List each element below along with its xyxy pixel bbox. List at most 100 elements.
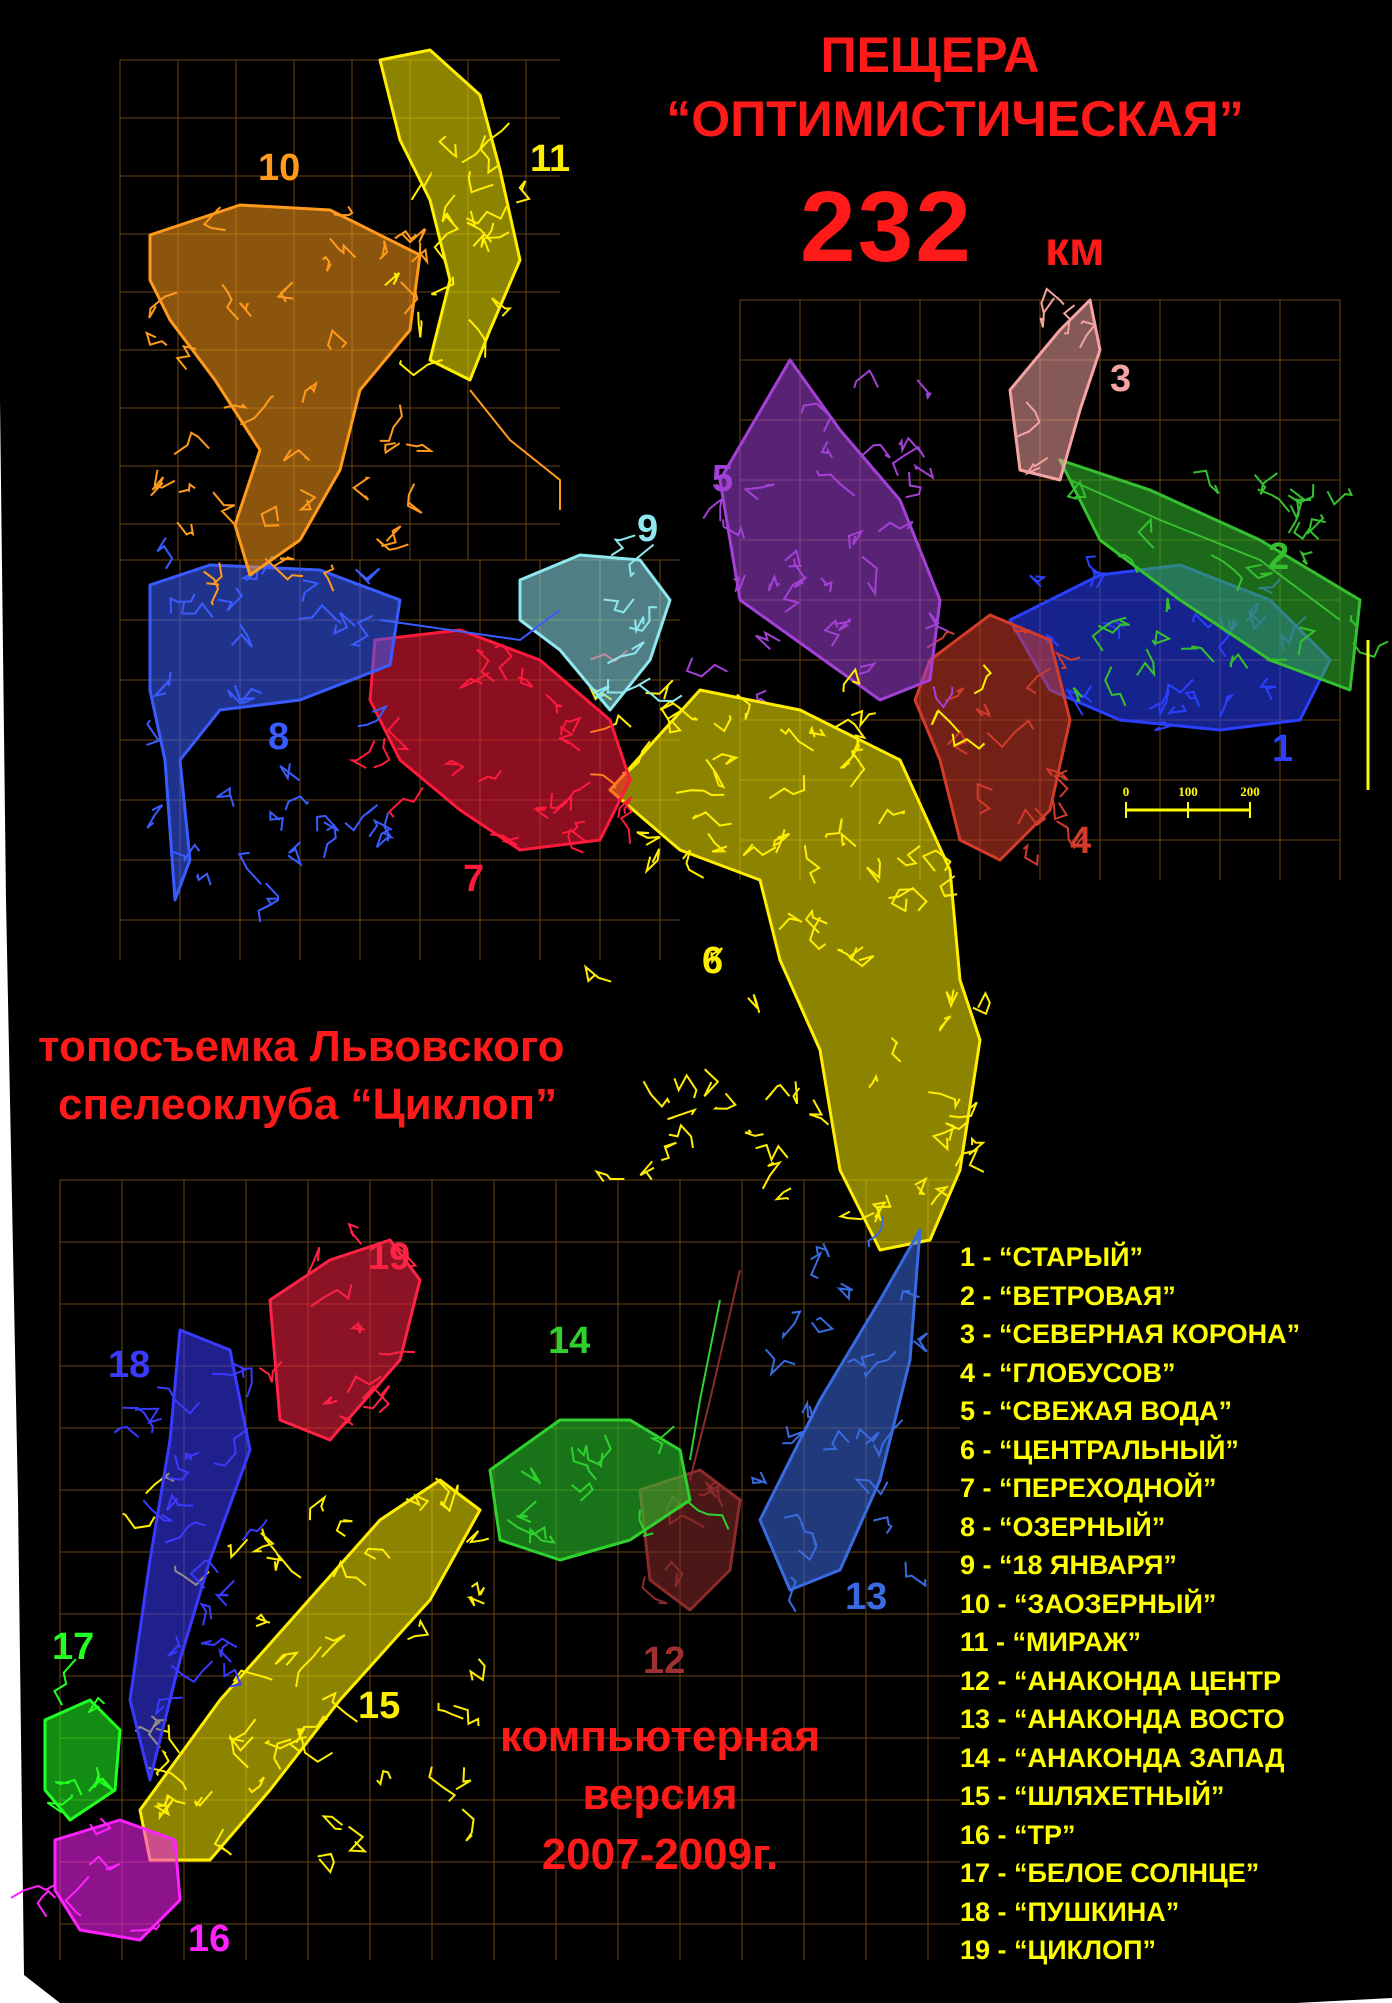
cave-region-15 [122,1472,490,1874]
region-label-7: 7 [463,858,485,900]
map-title-line-2: “ОПТИМИСТИЧЕСКАЯ” [666,91,1244,147]
cave-passage-lines [685,369,954,709]
cave-length-value: 232 [800,171,973,283]
cave-region-3 [1008,287,1102,482]
region-label-16: 16 [188,1918,231,1960]
passage-2 [1069,479,1341,621]
legend-item: 7 - “ПЕРЕХОДНОЙ” [960,1473,1217,1503]
legend-item: 1 - “СТАРЫЙ” [960,1242,1143,1272]
cave-passage-lines [348,643,633,854]
region-legend: 1 - “СТАРЫЙ” 2 - “ВЕТРОВАЯ” 3 - “СЕВЕРНАЯ … [960,1238,1392,1970]
survey-credit-line-1: топосъемка Львовского [38,1022,565,1071]
legend-item: 14 - “АНАКОНДА ЗАПАД [960,1742,1285,1773]
passage-12 [689,1269,741,1481]
cave-passages [10,48,1389,1942]
cave-region-17 [43,1658,122,1822]
legend-item: 19 - “ЦИКЛОП” [960,1935,1156,1965]
legend-item: 4 - “ГЛОБУСОВ” [960,1357,1176,1388]
cave-passage-lines [1066,469,1389,707]
version-line-2: версия [582,1770,738,1819]
region-label-12: 12 [643,1640,686,1682]
cave-region-10 [145,203,435,606]
cave-region-body [488,1418,692,1562]
cave-region-19 [258,1222,422,1442]
region-label-1: 1 [1272,728,1294,770]
cave-passage-lines [1028,555,1307,732]
cave-region-16 [10,1817,182,1942]
cave-region-body [368,628,632,852]
cave-region-11 [378,48,531,382]
cave-region-body [128,1328,252,1782]
cave-region-body [138,1478,482,1862]
scale-bar: 0 100 200 [1123,640,1370,818]
cave-passage-lines [1016,287,1097,476]
region-label-18: 18 [108,1344,151,1386]
cave-region-2 [1058,458,1389,707]
cave-region-body [718,358,942,702]
region-label-15: 15 [358,1685,401,1727]
region-label-10: 10 [258,147,301,189]
legend-item: 11 - “МИРАЖ” [960,1627,1141,1657]
region-label-4: 4 [1070,820,1092,862]
cave-passage-lines [122,1472,490,1874]
legend-item: 3 - “СЕВЕРНАЯ КОРОНА” [960,1319,1301,1349]
legend-item: 10 - “ЗАОЗЕРНЫЙ” [960,1588,1217,1619]
legend-item: 2 - “ВЕТРОВАЯ” [960,1280,1176,1311]
passage-14 [689,1299,721,1461]
cave-region-body [148,203,422,577]
cave-region-14 [488,1418,730,1562]
legend-item: 17 - “БЕЛОЕ СОЛНЦЕ” [960,1858,1260,1888]
cave-region-4 [913,613,1087,867]
cave-region-18 [113,1328,268,1782]
cave-passage-lines [506,1425,730,1544]
cave-passage-lines [113,1362,268,1717]
cave-region-body [378,48,522,382]
region-label-3: 3 [1110,358,1132,400]
cave-passage-lines [146,537,395,923]
cave-region-body [608,688,982,1252]
region-label-13: 13 [845,1576,888,1618]
region-label-5: 5 [712,458,734,500]
scale-bar-tick-label: 0 [1123,784,1130,799]
cave-region-body [53,1818,182,1942]
cave-passage-lines [751,1215,928,1613]
region-label-14: 14 [548,1320,591,1362]
region-label-9: 9 [637,508,659,550]
cave-passage-lines [10,1817,161,1932]
legend-item: 9 - “18 ЯНВАРЯ” [960,1550,1177,1580]
cave-region-body [1058,458,1362,692]
legend-item: 6 - “ЦЕНТРАЛЬНЫЙ” [960,1434,1239,1465]
legend-item: 13 - “АНАКОНДА ВОСТО [960,1704,1285,1734]
cave-region-body [758,1228,922,1592]
legend-item: 18 - “ПУШКИНА” [960,1896,1180,1927]
cave-region-6 [584,664,993,1252]
cave-passage-lines [46,1658,114,1814]
region-label-6: 6 [702,940,724,982]
region-label-11: 11 [530,138,571,180]
cave-region-8 [146,537,402,923]
survey-credit-line-2: спелеоклуба “Циклоп” [58,1080,558,1129]
cave-passage-lines [926,626,1087,867]
passage-10-11 [469,389,561,510]
legend-item: 15 - “ШЛЯХЕТНЫЙ” [960,1781,1225,1811]
version-line-1: компьютерная [499,1712,820,1761]
cave-passage-lines [145,205,435,606]
legend-item: 12 - “АНАКОНДА ЦЕНТР [960,1665,1281,1696]
cave-region-13 [751,1215,928,1613]
cave-region-body [1008,298,1102,482]
version-line-3: 2007-2009г. [541,1830,779,1879]
scale-bar-tick-label: 100 [1178,784,1198,799]
cave-passage-lines [384,122,531,377]
cave-region-5 [685,358,954,709]
region-label-2: 2 [1268,536,1290,578]
region-label-17: 17 [52,1626,95,1668]
cave-region-body [148,563,402,902]
cave-region-body [43,1698,122,1822]
cave-passage-lines [641,1481,724,1605]
legend-item: 16 - “ТР” [960,1819,1076,1850]
legend-item: 8 - “ОЗЕРНЫЙ” [960,1511,1166,1542]
